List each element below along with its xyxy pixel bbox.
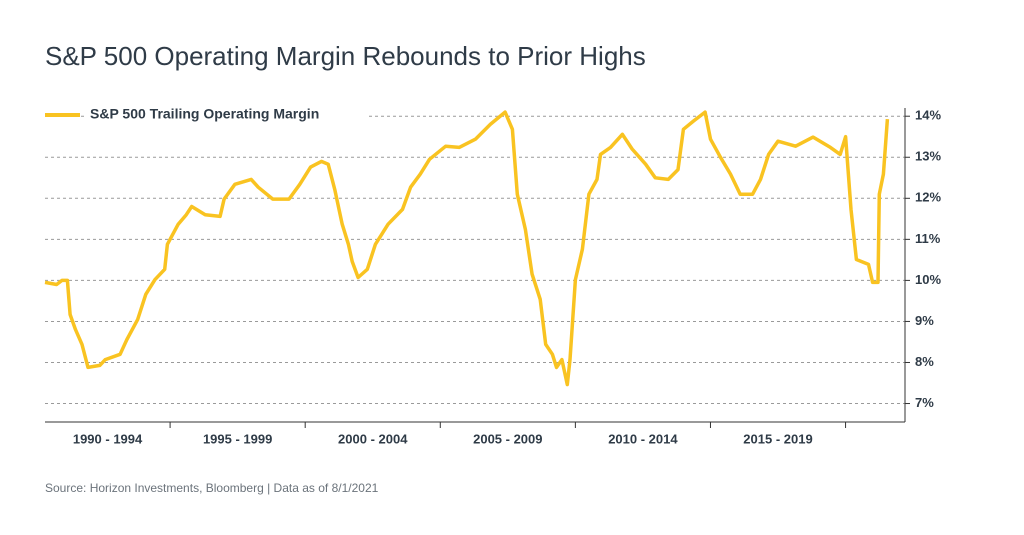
source-note: Source: Horizon Investments, Bloomberg |… [45, 481, 379, 495]
y-tick-label: 13% [915, 149, 941, 164]
legend-label: S&P 500 Trailing Operating Margin [90, 106, 319, 122]
x-tick-label: 2005 - 2009 [473, 431, 542, 446]
chart-title: S&P 500 Operating Margin Rebounds to Pri… [45, 41, 646, 71]
y-tick-label: 10% [915, 272, 941, 287]
x-tick-label: 1995 - 1999 [203, 431, 272, 446]
x-tick-label: 2010 - 2014 [608, 431, 678, 446]
legend-background [86, 105, 366, 125]
y-tick-label: 9% [915, 313, 934, 328]
x-tick-label: 2015 - 2019 [743, 431, 812, 446]
x-tick-label: 1990 - 1994 [73, 431, 143, 446]
line-series [44, 110, 890, 387]
y-tick-label: 14% [915, 108, 941, 123]
x-tick-label: 2000 - 2004 [338, 431, 408, 446]
y-tick-label: 11% [915, 231, 941, 246]
y-tick-label: 7% [915, 395, 934, 410]
y-tick-label: 8% [915, 354, 934, 369]
y-tick-label: 12% [915, 190, 941, 205]
